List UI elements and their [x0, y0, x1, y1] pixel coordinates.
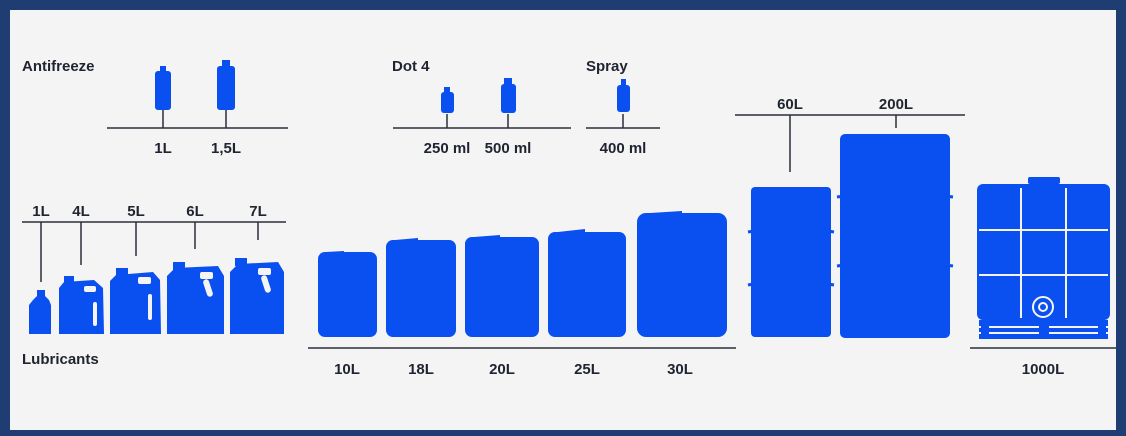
- canister-icon: [465, 235, 539, 337]
- drum-icon: [747, 187, 835, 337]
- size-label: 7L: [249, 203, 267, 220]
- size-label: 200L: [878, 96, 914, 113]
- canisters-group: [308, 211, 736, 349]
- bottle-icon: [217, 60, 235, 110]
- size-label: 500 ml: [484, 140, 532, 157]
- spray-group: [586, 79, 660, 129]
- canister-icon: [637, 211, 727, 337]
- dot4-title: Dot 4: [392, 58, 430, 75]
- catalog-panel: Antifreeze Dot 4 Spray Lubricants 1L 1,5…: [10, 10, 1116, 430]
- spray-title: Spray: [586, 58, 628, 75]
- size-label: 18L: [408, 361, 434, 378]
- size-label: 25L: [574, 361, 600, 378]
- lubricants-title: Lubricants: [22, 351, 99, 368]
- antifreeze-title: Antifreeze: [22, 58, 95, 75]
- jerrycan-icon: [230, 258, 284, 334]
- containers-illustration: [22, 60, 1116, 349]
- ibc-group: [970, 177, 1116, 349]
- spray-can-icon: [617, 79, 630, 112]
- size-label: 6L: [186, 203, 204, 220]
- size-label: 400 ml: [599, 140, 647, 157]
- antifreeze-group: [107, 60, 288, 129]
- bottle-icon: [155, 66, 171, 110]
- size-label: 1L: [154, 140, 172, 157]
- dot4-group: [393, 78, 571, 129]
- size-label: 30L: [667, 361, 693, 378]
- bottle-icon: [441, 87, 454, 113]
- size-label: 250 ml: [423, 140, 471, 157]
- canister-icon: [318, 251, 377, 337]
- size-label: 1,5L: [210, 140, 242, 157]
- canister-icon: [548, 229, 626, 337]
- drum-icon: [836, 134, 954, 338]
- jerrycan-icon: [59, 276, 104, 334]
- ibc-tank-icon: [977, 177, 1110, 339]
- size-label: 1000L: [1021, 361, 1065, 378]
- canister-icon: [386, 238, 456, 337]
- bottle-icon: [501, 78, 516, 113]
- lubricants-group: [22, 221, 286, 334]
- size-label: 20L: [489, 361, 515, 378]
- size-label: 10L: [334, 361, 360, 378]
- size-label: 4L: [72, 203, 90, 220]
- bottle-icon: [29, 290, 51, 334]
- jerrycan-icon: [110, 268, 161, 334]
- size-label: 1L: [32, 203, 50, 220]
- size-label: 5L: [127, 203, 145, 220]
- drums-group: [735, 114, 965, 338]
- size-label: 60L: [777, 96, 803, 113]
- jerrycan-icon: [167, 262, 224, 334]
